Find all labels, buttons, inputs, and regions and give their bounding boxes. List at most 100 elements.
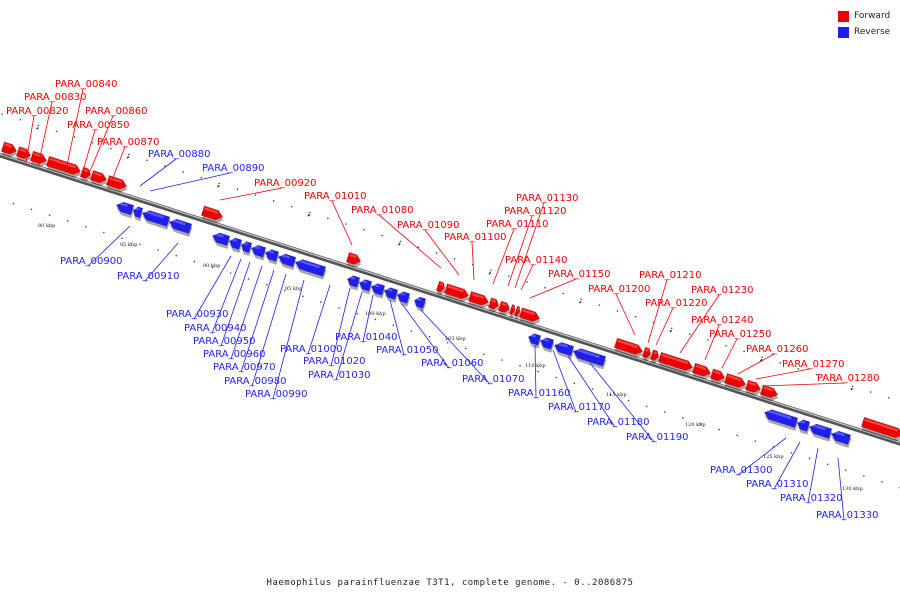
gene-arrow [691,362,712,380]
gene-arrow [384,287,399,303]
gene-label: PARA_00820 [6,106,68,117]
tick-dot [779,362,782,364]
tick-dot [103,231,105,234]
tick-dot [700,422,702,425]
tick-dot [544,286,546,289]
tick-dot [743,350,745,353]
tick-dot [272,200,275,202]
gene-label: PARA_01200 [588,284,650,295]
ruler-label: 100 kbp [365,311,386,317]
gene-label: PARA_00990 [245,389,307,400]
ruler-ticks [1,113,900,489]
legend-forward: Forward [838,8,890,24]
tick-dot [609,394,612,396]
tick-dot [526,281,528,283]
tick-dot [381,234,383,237]
tick-dot [229,272,232,274]
tick-dot [157,249,159,251]
gene-label: PARA_01120 [504,206,566,217]
gene-arrow [759,384,779,402]
tick-dot [634,315,637,318]
gene-label: PARA_01090 [397,220,459,231]
tick-dot [91,142,94,144]
gene-arrow [641,346,652,362]
tick-dot [175,254,178,257]
gene-arrow [763,409,799,431]
gene-label: PARA_01070 [462,374,524,385]
tick-dot [73,136,76,138]
major-tick [307,213,311,217]
tick-dot [446,341,449,344]
gene-arrow [487,297,500,313]
leader-line [534,344,537,399]
gene-arrow [345,252,362,268]
gene-label: PARA_01280 [817,373,879,384]
leader-line [331,200,353,246]
tick-dot [616,310,619,312]
leader-line [230,265,263,360]
gene-arrow [359,279,373,295]
gene-arrow [497,300,511,316]
tick-dot [718,428,720,431]
gene-arrow [860,416,900,442]
tick-dot [356,312,358,315]
tick-dot [580,298,583,301]
gene-label: PARA_01060 [421,358,483,369]
gene-arrow [250,244,267,261]
tick-dot [797,368,800,370]
tick-dot [519,365,521,367]
gene-label: PARA_01300 [710,465,772,476]
tick-dot [121,237,123,240]
gene-label: PARA_01260 [746,344,808,355]
ruler-labels: 80 kbp 85 kbp 90 kbp 95 kbp 100 kbp 105 kbp 11… [38,223,863,492]
tick-dot [435,252,438,254]
leader-line [211,258,242,334]
gene-arrow [265,249,280,265]
ruler-label: 125 kbp [763,454,784,460]
gene-arrow [294,258,327,280]
gene-label: PARA_01080 [351,205,413,216]
tick-dot [562,292,564,295]
gene-label: PARA_01010 [304,191,366,202]
gene-label: PARA_00910 [117,271,179,282]
tick-dot [211,266,214,269]
gene-arrow [115,201,135,219]
tick-dot [508,275,510,277]
gene-arrow [141,209,171,230]
gene-arrow [347,275,361,291]
leader-line [761,382,846,387]
gene-label: PARA_01310 [746,479,808,490]
gene-label: PARA_01130 [516,193,578,204]
leader-line [144,242,179,282]
leader-line [492,228,515,285]
leader-line [529,278,577,299]
leader-line [419,308,491,385]
tick-dot [139,243,141,245]
tick-dot [815,373,818,376]
tick-dot [736,434,738,437]
gene-label: PARA_00980 [224,376,286,387]
major-tick [759,358,763,362]
leader-line [272,279,305,400]
gene-labels: PARA_00820 PARA_00830 PARA_00840 PARA_00850… [6,79,879,521]
tick-dot [670,327,673,330]
leader-line [471,241,475,281]
reverse-swatch [838,26,849,38]
gene-label: PARA_01180 [587,417,649,428]
tick-dot [682,417,684,419]
gene-label: PARA_01320 [780,493,842,504]
leader-line [401,303,450,369]
gene-arrow [229,237,243,253]
tick-dot [725,344,727,347]
leader-line [773,441,801,490]
leader-line [704,324,720,361]
leader-line [81,129,96,175]
tick-dot [320,301,322,303]
gene-label: PARA_01050 [376,345,438,356]
gene-label: PARA_01330 [816,510,878,521]
leader-line [335,291,363,381]
tick-dot [128,153,130,156]
gene-label: PARA_01100 [444,232,506,243]
tick-dot [309,211,311,214]
